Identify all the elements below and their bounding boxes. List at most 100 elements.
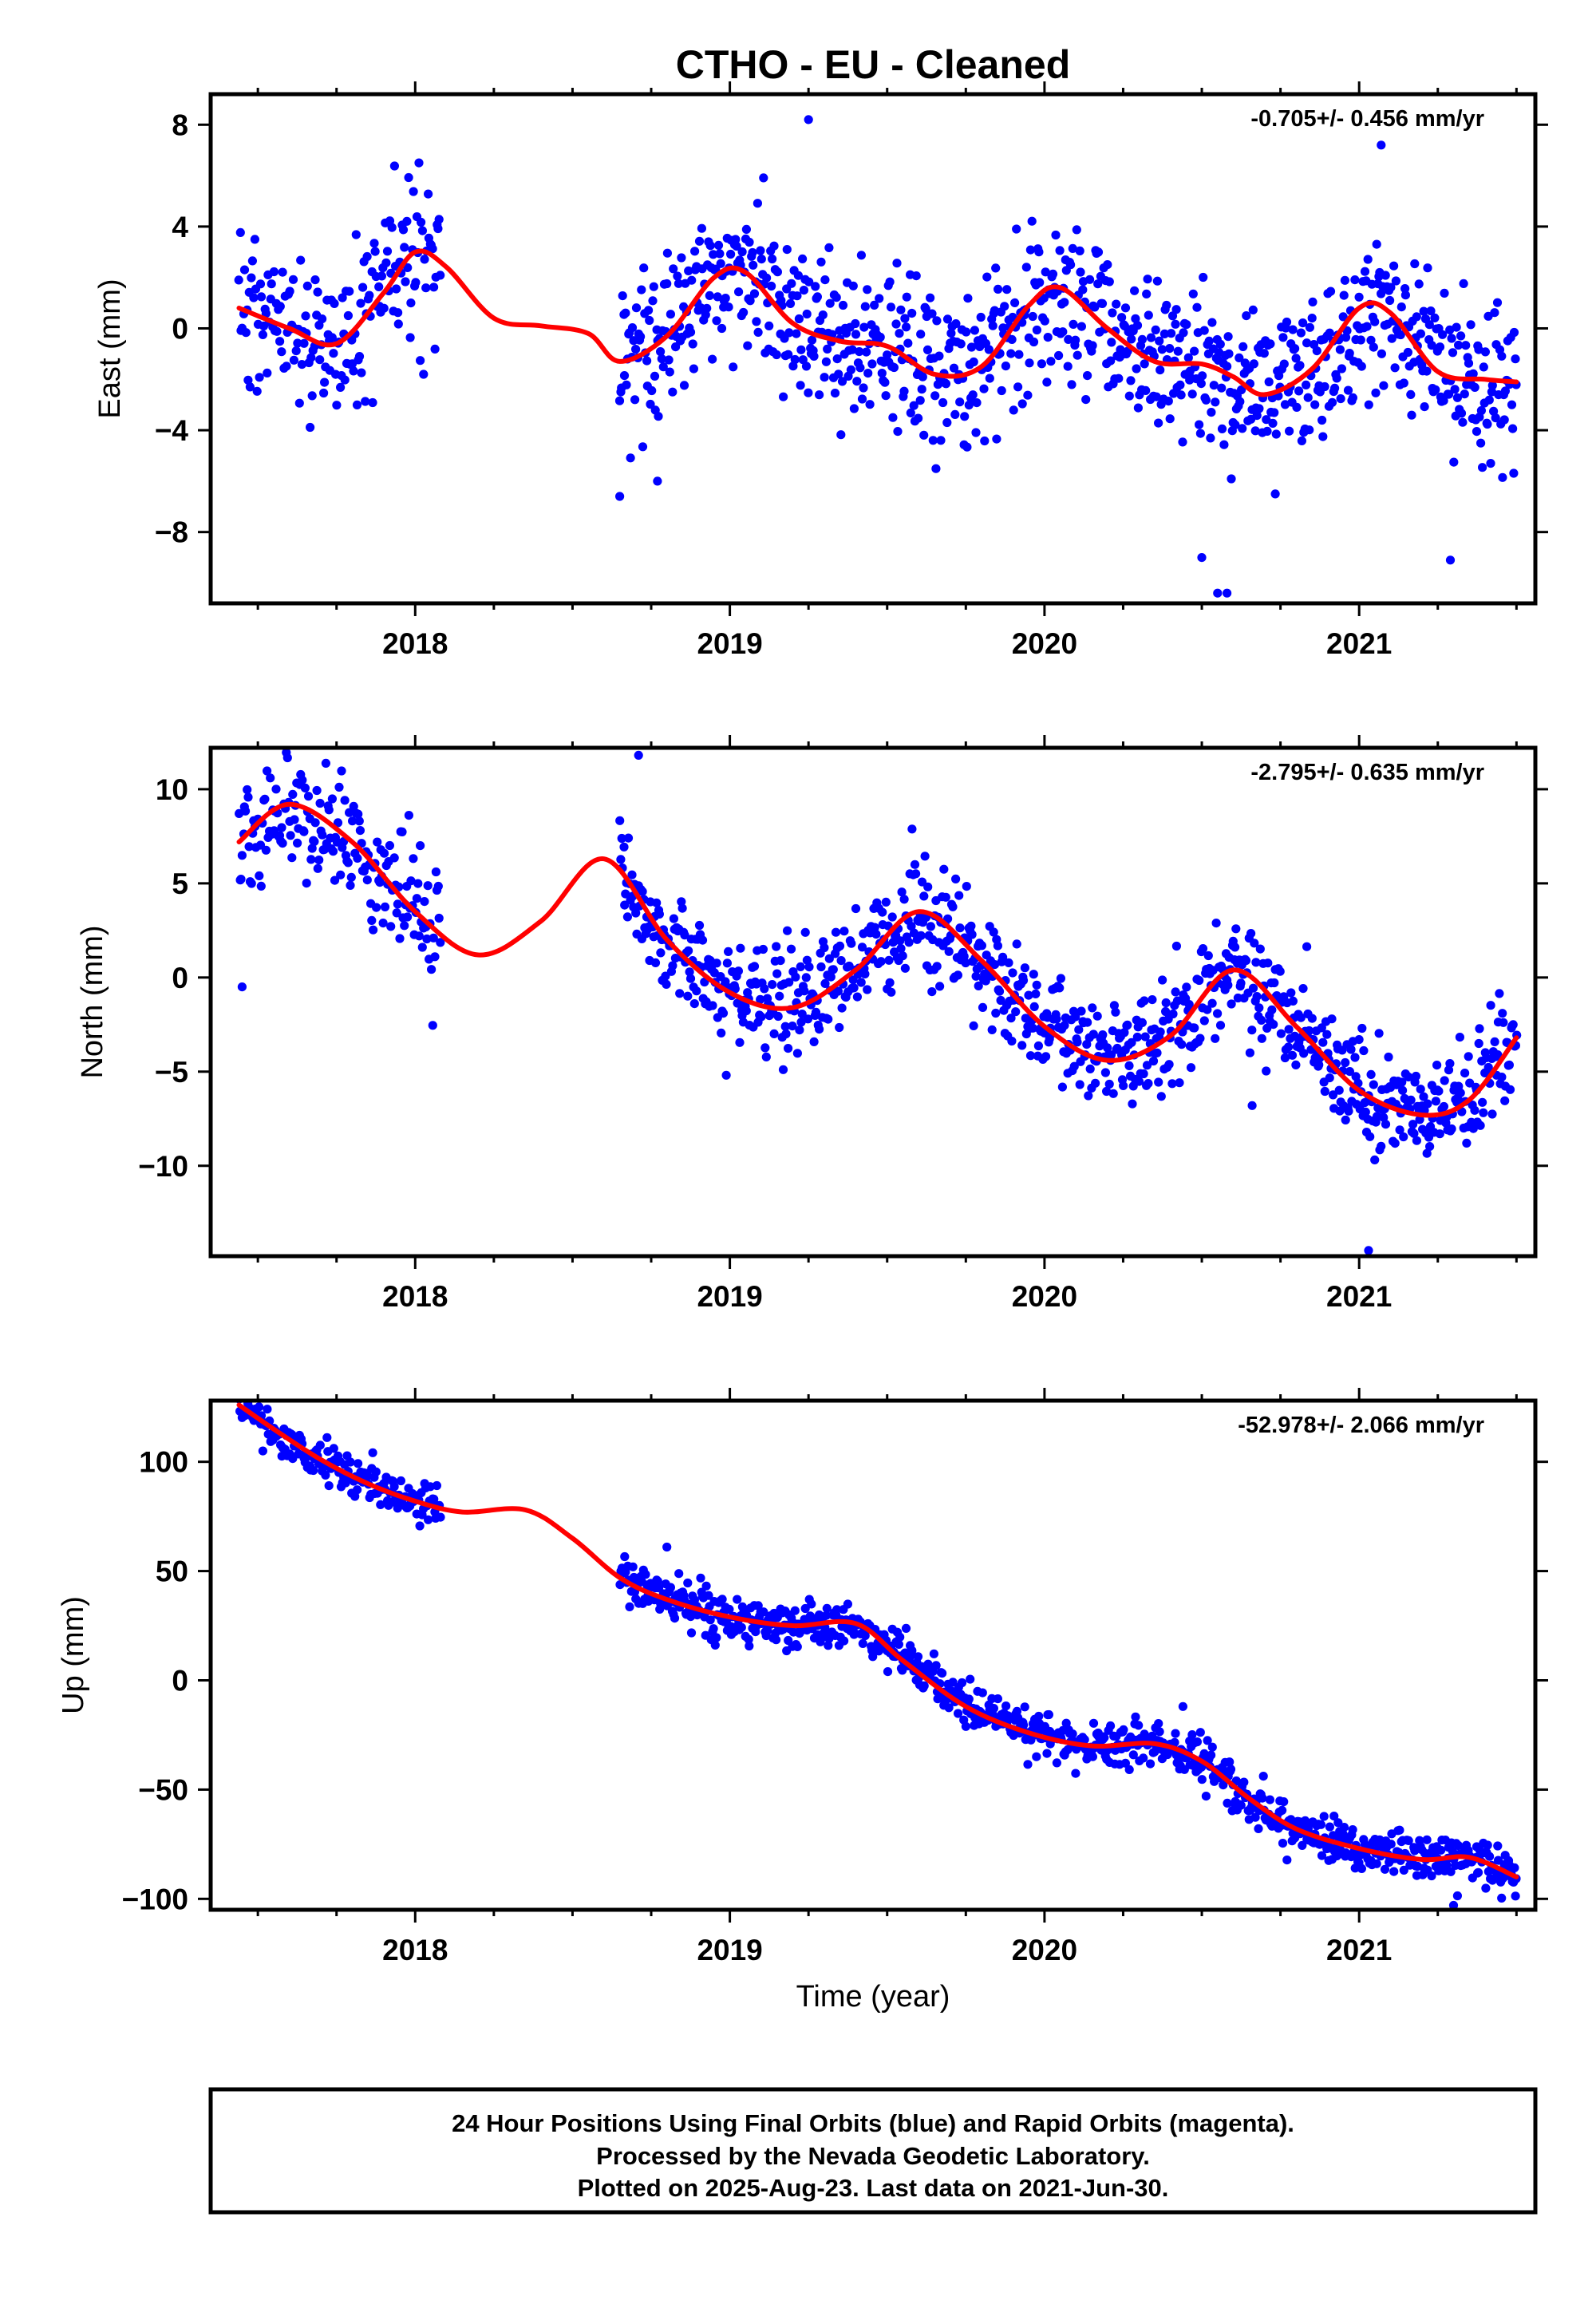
east-data-point: [1106, 356, 1116, 366]
east-data-point: [715, 249, 725, 259]
east-data-point: [857, 394, 867, 404]
north-data-point: [1500, 1096, 1510, 1105]
north-data-point: [1182, 982, 1191, 992]
east-data-point: [1021, 263, 1031, 272]
east-data-point: [1419, 306, 1428, 316]
east-data-point: [926, 293, 935, 302]
north-data-point: [416, 841, 425, 851]
up-data-point: [772, 1635, 781, 1645]
east-frame: [208, 92, 1538, 606]
north-data-point: [820, 978, 830, 988]
east-data-point: [1133, 403, 1143, 413]
east-data-point: [870, 300, 879, 310]
east-data-point: [1423, 263, 1432, 273]
north-data-point: [619, 842, 629, 852]
east-data-point: [618, 291, 627, 301]
east-data-point: [731, 235, 741, 244]
north-y-tick-label: 5: [172, 868, 188, 900]
north-data-point: [380, 902, 390, 911]
east-data-point: [1130, 286, 1140, 295]
up-data-point: [1170, 1737, 1179, 1747]
east-data-point: [1007, 334, 1017, 344]
east-data-point: [272, 326, 282, 336]
north-data-point: [429, 933, 438, 943]
east-data-point: [1412, 312, 1421, 322]
east-data-point: [687, 275, 697, 285]
east-data-point: [1217, 424, 1227, 434]
east-data-point: [1440, 288, 1449, 298]
east-data-point: [1085, 275, 1095, 284]
north-x-tick-label: 2021: [1326, 1280, 1392, 1313]
east-data-point: [859, 322, 869, 332]
east-data-point: [1238, 342, 1248, 351]
east-data-point: [1339, 290, 1349, 300]
east-data-point: [249, 293, 259, 302]
north-data-point: [689, 999, 699, 1009]
east-data-point: [907, 308, 917, 318]
up-data-point: [1219, 1780, 1228, 1790]
east-data-point: [784, 350, 793, 359]
up-data-point: [705, 1615, 715, 1625]
east-data-point: [277, 347, 286, 357]
north-data-point: [1334, 1085, 1344, 1095]
north-data-point: [1365, 1132, 1375, 1141]
east-y-tick-label: −4: [155, 414, 189, 447]
east-data-point: [1207, 407, 1216, 417]
east-data-point: [1472, 427, 1482, 437]
east-data-point: [1183, 353, 1193, 362]
north-data-point: [389, 853, 399, 863]
up-data-point: [961, 1721, 970, 1731]
up-data-point: [1282, 1856, 1292, 1865]
north-data-point: [1171, 941, 1181, 951]
north-data-point: [797, 1010, 807, 1019]
up-data-point: [1250, 1812, 1260, 1822]
east-data-point: [358, 283, 368, 292]
east-data-point: [851, 330, 861, 339]
north-data-point: [978, 1002, 988, 1012]
north-data-point: [299, 827, 309, 836]
north-data-point: [920, 852, 930, 861]
east-outlier-point: [1213, 588, 1223, 598]
up-data-point: [1155, 1727, 1164, 1737]
east-data-point: [1280, 400, 1290, 409]
east-data-point: [357, 368, 366, 377]
up-data-point: [243, 1381, 251, 1389]
east-data-point: [330, 298, 339, 308]
east-data-point: [361, 397, 370, 406]
north-data-point: [1275, 966, 1285, 976]
east-data-point: [792, 329, 801, 338]
east-data-point: [793, 271, 804, 280]
north-data-point: [1120, 1028, 1129, 1037]
north-data-point: [379, 848, 389, 858]
up-y-tick-label: 100: [139, 1446, 188, 1479]
north-data-point: [887, 912, 897, 922]
east-x-tick-label: 2020: [1012, 627, 1077, 660]
up-data-point: [1258, 1793, 1267, 1803]
up-data-point: [1422, 1835, 1432, 1844]
east-data-point: [1464, 358, 1474, 368]
east-data-point: [302, 281, 312, 290]
north-data-point: [343, 858, 353, 868]
up-data-point: [1225, 1757, 1235, 1767]
north-data-point: [1307, 1014, 1317, 1023]
north-data-point: [1464, 1052, 1473, 1061]
east-data-point: [1077, 322, 1086, 331]
north-data-point: [1241, 956, 1251, 966]
north-data-point: [1283, 1042, 1294, 1052]
east-data-point: [1452, 393, 1462, 402]
east-data-point: [1012, 224, 1021, 234]
north-data-point: [367, 915, 377, 925]
north-data-point: [1140, 1032, 1150, 1041]
north-data-point: [769, 1029, 779, 1038]
east-data-point: [1071, 335, 1080, 345]
east-data-point: [374, 282, 384, 291]
east-data-point: [1357, 362, 1366, 371]
east-data-point: [812, 292, 822, 302]
north-data-point: [1318, 1037, 1328, 1047]
east-data-point: [1305, 322, 1314, 332]
east-data-point: [1196, 379, 1206, 389]
north-data-point: [1198, 944, 1208, 954]
east-data-point: [997, 385, 1006, 396]
east-data-point: [269, 267, 279, 277]
east-data-point: [666, 310, 676, 319]
